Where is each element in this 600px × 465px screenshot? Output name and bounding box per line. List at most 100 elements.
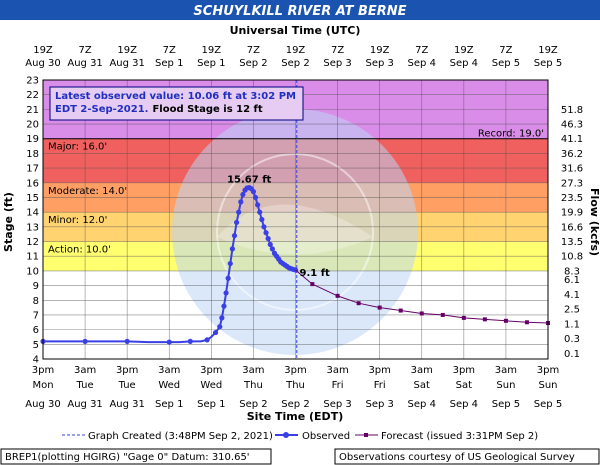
y-tick-12: 12 [26,237,39,248]
bottom-tick-date-3: Sep 1 [155,399,183,410]
y-tick-22: 22 [26,90,39,101]
right-tick-13: 31.6 [561,164,583,175]
band-label-0: Action: 10.0' [48,245,111,256]
top-tick-date-7: Sep 3 [323,58,351,69]
top-tick-time-11: 7Z [499,45,512,56]
top-tick-time-8: 19Z [370,45,390,56]
watermark-outer [172,109,418,355]
forecast-point-10 [503,318,508,323]
bottom-tick-day-12: Sun [538,380,557,391]
top-tick-time-12: 19Z [538,45,558,56]
bottom-tick-time-2: 3pm [116,365,138,376]
right-tick-16: 46.3 [561,120,583,131]
top-tick-time-2: 19Z [117,45,137,56]
x-axis-title: Site Time (EDT) [247,410,343,423]
top-tick-time-5: 7Z [247,45,260,56]
observed-point-22 [236,209,242,215]
observed-point-36 [265,235,271,242]
observed-point-13 [217,324,223,330]
bottom-tick-date-8: Sep 3 [365,399,393,410]
bottom-tick-day-11: Sun [496,380,515,391]
observed-point-31 [255,202,261,208]
right-tick-10: 19.9 [561,208,583,219]
noaa-watermark [172,109,418,355]
y-axis-title-left: Stage (ft) [2,192,15,252]
observed-point-19 [229,246,235,252]
observed-point-15 [221,303,227,309]
bottom-tick-date-10: Sep 4 [450,399,478,410]
top-tick-date-9: Sep 4 [408,58,436,69]
footer-credit: Observations courtesy of US Geological S… [339,452,575,463]
observed-point-10 [204,337,210,343]
forecast-point-1 [310,282,315,287]
observed-point-38 [269,246,275,252]
info-box: Latest observed value: 10.06 ft at 3:02 … [49,86,304,121]
bottom-tick-day-3: Wed [158,380,180,391]
title-bar [0,0,600,20]
y-tick-6: 6 [33,325,39,336]
y-tick-23: 23 [26,76,39,87]
record-label: Record: 19.0' [478,129,544,140]
info-line-1: Latest observed value: 10.06 ft at 3:02 … [55,91,296,102]
top-tick-time-10: 19Z [454,45,474,56]
observed-point-20 [231,233,238,239]
forecast-start-label: 9.1 ft [300,268,331,279]
top-tick-date-0: Aug 30 [25,58,60,69]
forecast-point-8 [461,315,466,320]
y-tick-15: 15 [26,193,39,204]
y-tick-16: 16 [26,178,39,189]
bottom-tick-date-1: Aug 31 [67,399,102,410]
band-labels: Action: 10.0' Minor: 12.0' Moderate: 14.0'… [48,129,544,256]
top-tick-time-6: 19Z [286,45,306,56]
right-tick-15: 41.1 [561,134,583,145]
chart-title: SCHUYLKILL RIVER AT BERNE [193,4,406,19]
bottom-tick-date-11: Sep 5 [492,399,520,410]
bottom-tick-date-12: Sep 5 [534,399,562,410]
observed-point-29 [250,189,257,195]
y-tick-20: 20 [26,120,39,131]
bottom-tick-day-9: Sat [414,380,430,391]
bottom-tick-date-6: Sep 2 [281,399,309,410]
observed-point-16 [223,290,229,296]
y-tick-13: 13 [26,222,39,233]
forecast-point-11 [524,320,529,325]
legend-forecast-marker [364,433,368,437]
bottom-tick-time-7: 3am [326,365,348,376]
legend: Graph Created (3:48PM Sep 2, 2021) Obser… [62,431,538,442]
top-tick-time-3: 7Z [163,45,176,56]
observed-point-8 [187,338,193,344]
bottom-tick-time-0: 3pm [32,365,54,376]
footer: BREP1(plotting HGIRG) "Gage 0" Datum: 31… [0,448,600,465]
observed-point-37 [267,241,273,248]
info-line-2: EDT 2-Sep-2021. Flood Stage is 12 ft [55,104,263,115]
right-tick-4: 4.1 [564,290,580,301]
bottom-tick-time-1: 3am [74,365,96,376]
bottom-tick-day-5: Thu [243,380,263,391]
top-tick-time-9: 7Z [415,45,428,56]
observed-point-14 [219,315,225,321]
top-tick-date-4: Sep 1 [197,58,225,69]
right-tick-8: 13.5 [561,237,583,248]
y-tick-8: 8 [33,296,39,307]
top-tick-date-3: Sep 1 [155,58,183,69]
band-label-3: Major: 16.0' [48,142,107,153]
forecast-point-2 [335,293,340,298]
y-tick-9: 9 [33,281,39,292]
bottom-tick-day-7: Fri [332,380,344,391]
bottom-tick-day-1: Tue [76,380,94,391]
footer-datum: BREP1(plotting HGIRG) "Gage 0" Datum: 31… [5,452,250,463]
right-tick-0: 0.1 [564,349,580,360]
y-tick-4: 4 [33,355,39,366]
legend-observed-marker [283,432,289,438]
bottom-tick-date-2: Aug 31 [109,399,144,410]
top-tick-date-1: Aug 31 [67,58,102,69]
bottom-tick-date-0: Aug 30 [25,399,60,410]
observed-point-6 [166,339,172,345]
top-tick-date-11: Sep 5 [492,58,520,69]
series-layer: 15.67 ft 9.1 ft [40,175,550,345]
bottom-tick-date-9: Sep 4 [408,399,436,410]
top-tick-date-10: Sep 4 [450,58,478,69]
right-tick-12: 27.3 [561,178,583,189]
right-tick-2: 1.1 [564,319,580,330]
